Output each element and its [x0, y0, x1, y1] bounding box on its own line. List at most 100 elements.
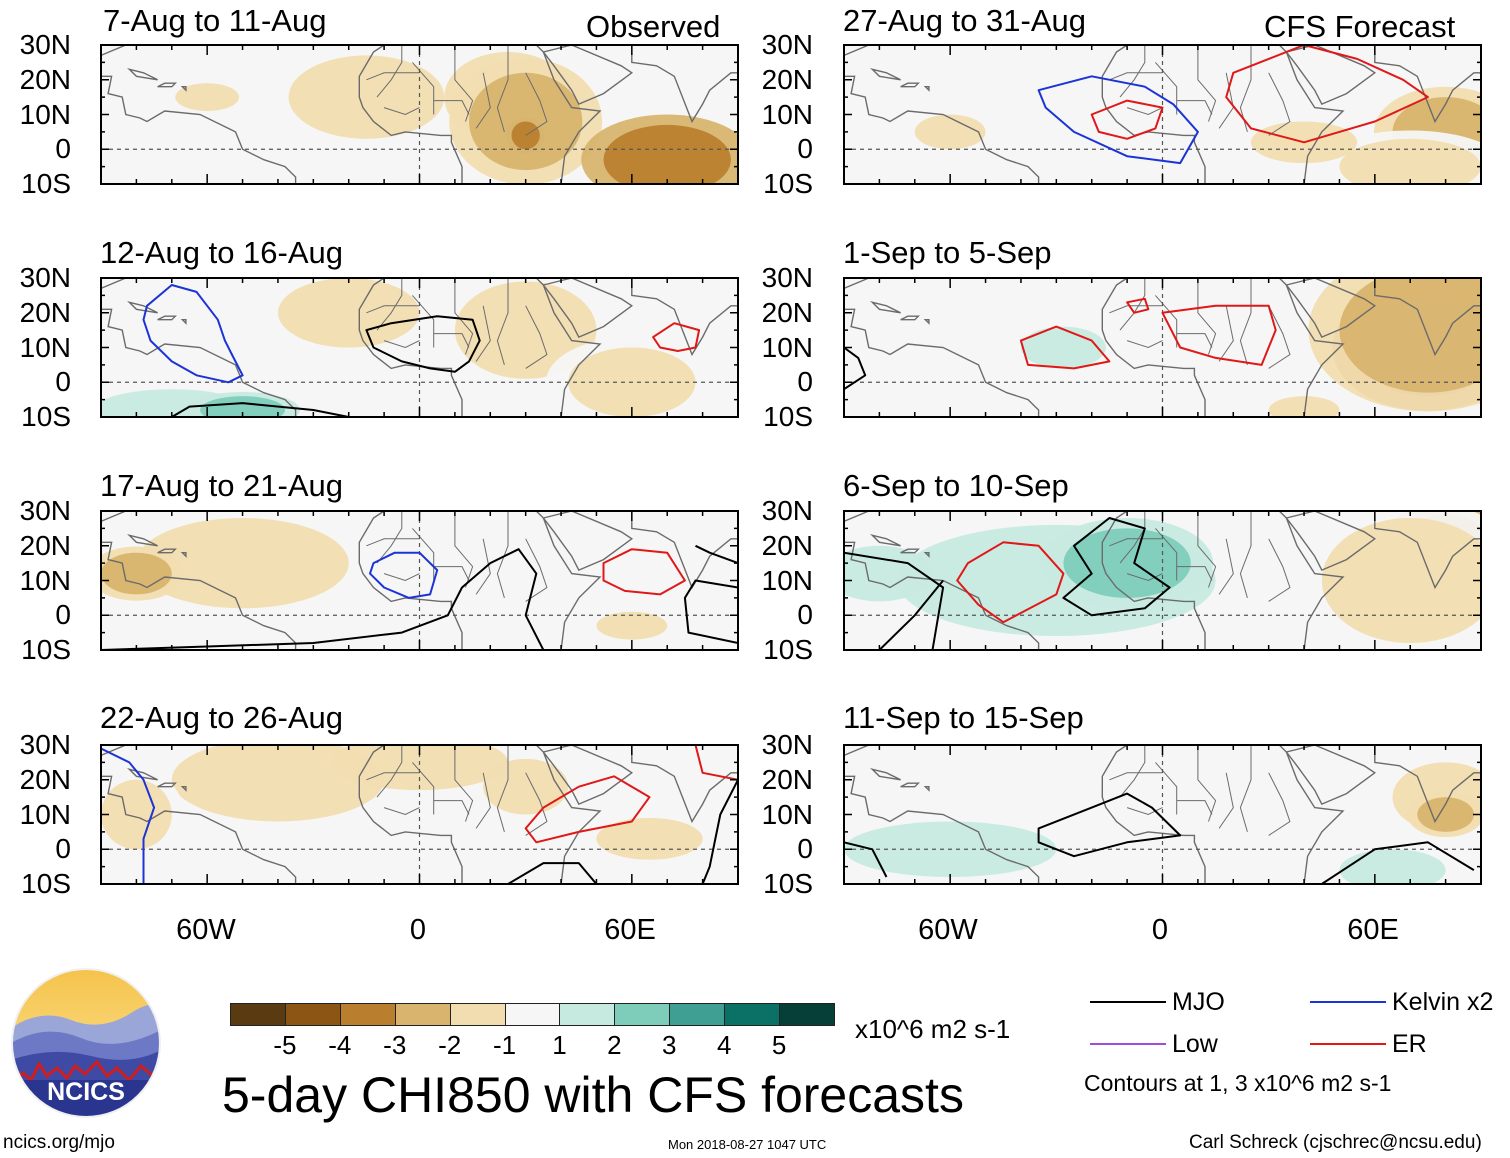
lat-tick-label: 0 [55, 833, 71, 865]
country-border [1218, 772, 1234, 829]
anomaly-field [596, 611, 668, 640]
anomaly-field [844, 545, 933, 602]
legend-er-label: ER [1392, 1030, 1427, 1058]
country-border [1109, 538, 1163, 547]
anomaly-field [1321, 517, 1481, 644]
coastline [1101, 278, 1345, 417]
country-border [1239, 278, 1252, 366]
country-border [1119, 745, 1146, 798]
coastline [923, 786, 930, 792]
lat-tick-label: 0 [55, 133, 71, 165]
country-border [525, 305, 548, 369]
coastline [180, 552, 187, 558]
country-border [1176, 566, 1213, 581]
coastline [869, 301, 901, 314]
lat-tick-label: 30N [761, 29, 813, 60]
country-border [1197, 278, 1217, 355]
coastline [358, 511, 602, 650]
coastline [358, 745, 602, 884]
country-border [1126, 340, 1163, 349]
country-border [383, 107, 420, 116]
er-contour [1225, 45, 1429, 144]
mjo-contour [1037, 792, 1182, 858]
lat-tick-label: 30N [19, 729, 71, 760]
lat-tick-label: 0 [55, 366, 71, 398]
colorbar-swatch [559, 1003, 616, 1026]
mjo-contour [171, 402, 349, 417]
coastline [1285, 745, 1377, 805]
lat-tick-label: 10S [763, 168, 813, 199]
country-border [1119, 278, 1146, 331]
country-border [366, 538, 420, 547]
country-border [1239, 511, 1252, 599]
mjo-contour [683, 579, 738, 644]
legend-low-label: Low [1172, 1030, 1218, 1058]
lat-tick-label: 0 [797, 133, 813, 165]
mjo-contour [101, 548, 545, 650]
coastline [923, 552, 930, 558]
panel-title: 22-Aug to 26-Aug [100, 700, 344, 735]
coastline [869, 768, 901, 781]
lat-tick-label: 30N [761, 729, 813, 760]
map-panel [843, 510, 1482, 651]
coastline [923, 86, 930, 92]
mjo-contour [1321, 841, 1475, 884]
coastline [542, 45, 634, 105]
country-border [475, 772, 491, 829]
coastline [1374, 745, 1481, 824]
coastline [126, 768, 158, 781]
lat-tick-label: 20N [19, 763, 71, 795]
country-border [525, 772, 548, 836]
country-border [454, 745, 474, 822]
country-border [366, 305, 420, 314]
lat-tick-label: 0 [55, 599, 71, 631]
lat-tick-label: 10N [19, 98, 71, 130]
er-contour [1090, 99, 1164, 140]
lon-tick-label: 0 [409, 914, 427, 946]
colorbar-swatch [504, 1003, 561, 1026]
mjo-contour [695, 544, 738, 565]
coastline [1374, 511, 1481, 590]
anomaly-field [483, 758, 569, 815]
coastline [126, 68, 158, 81]
coastline [101, 75, 297, 184]
lat-tick-label: 10N [19, 798, 71, 830]
lat-tick-label: 10S [21, 868, 71, 899]
coastline [869, 68, 901, 81]
coastline [358, 45, 602, 184]
country-border [496, 511, 509, 599]
anomaly-field [331, 745, 508, 791]
country-border [1126, 107, 1163, 116]
anomaly-field [277, 278, 420, 348]
panel-title: 1-Sep to 5-Sep [843, 235, 1052, 270]
anomaly-field [1417, 797, 1474, 832]
lat-tick-label: 10S [21, 168, 71, 199]
country-border [525, 72, 548, 136]
lat-tick-label: 20N [761, 763, 813, 795]
panel-corner-label: Observed [586, 9, 721, 44]
er-contour [1019, 325, 1111, 370]
country-border [1119, 511, 1146, 564]
country-border [1268, 72, 1291, 136]
coastline [126, 534, 158, 547]
anomaly-field [454, 281, 597, 379]
lat-tick-label: 10N [761, 564, 813, 596]
map-panel [100, 277, 739, 418]
country-border [1268, 772, 1291, 836]
coastline [1285, 278, 1377, 338]
coastline [157, 315, 177, 321]
country-border [454, 511, 474, 588]
country-border [433, 566, 470, 581]
coastline [844, 775, 1040, 884]
mjo-contour [878, 579, 944, 650]
country-border [475, 72, 491, 129]
panel-title: 12-Aug to 16-Aug [100, 235, 344, 270]
colorbar-swatch [614, 1003, 671, 1026]
country-border [383, 807, 420, 816]
country-border [433, 100, 470, 115]
lat-tick-label: 0 [797, 833, 813, 865]
country-border [475, 538, 491, 595]
lat-tick-label: 20N [19, 529, 71, 561]
country-border [433, 800, 470, 815]
